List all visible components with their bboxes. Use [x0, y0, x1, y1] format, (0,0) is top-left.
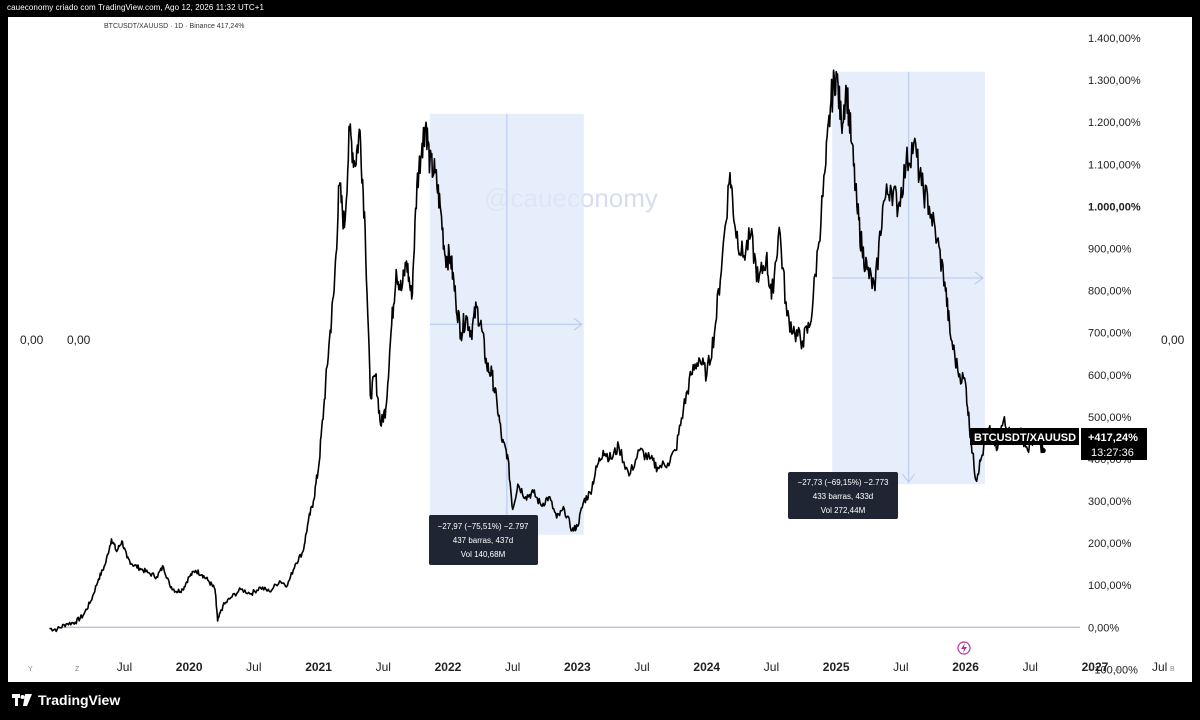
x-tick-label: Jul	[1023, 660, 1038, 674]
tradingview-brand[interactable]: TradingView	[12, 692, 120, 708]
measure-info-2-line1: −27,73 (−69,15%) −2.773	[798, 478, 890, 487]
value-tag: +417,24%	[1088, 432, 1138, 444]
value-tag-bg	[1081, 428, 1147, 460]
y-tick-label: 700,00%	[1088, 328, 1132, 340]
y-tick-label: −100,00%	[1088, 664, 1138, 676]
y-tick-label: 800,00%	[1088, 286, 1132, 298]
measure-down-arrowhead-2	[902, 473, 916, 484]
measure-info-1-line2: 437 barras, 437d	[453, 536, 514, 545]
measure-info-1-bg	[429, 515, 538, 565]
x-tick-label: 2024	[693, 660, 720, 674]
series-line-1[interactable]	[49, 69, 1044, 633]
x-tick-label: 2023	[564, 660, 591, 674]
brand-label: TradingView	[38, 692, 121, 708]
y-tick-label: 300,00%	[1088, 496, 1132, 508]
scale-button-z[interactable]: Z	[75, 666, 80, 673]
measure-right-arrowhead-2	[974, 271, 984, 285]
y-tick-label: 500,00%	[1088, 412, 1132, 424]
y-tick-label: 900,00%	[1088, 243, 1132, 255]
x-tick-label: 2025	[823, 660, 850, 674]
y-tick-label: 600,00%	[1088, 370, 1132, 382]
chart-panel[interactable]: BTCUSDT/XAUUSD · 1D · Binance 417,24% @c…	[8, 17, 1192, 682]
y-tick-label: 1.100,00%	[1088, 159, 1141, 171]
chart-legend: BTCUSDT/XAUUSD · 1D · Binance 417,24%	[104, 23, 244, 30]
attribution-text: caueconomy criado com TradingView.com, A…	[7, 3, 265, 12]
x-tick-label: 2021	[305, 660, 332, 674]
y-tick-label: 0,00%	[1088, 622, 1119, 634]
scale-button-b[interactable]: B	[1170, 666, 1175, 673]
measure-info-2-bg	[788, 472, 898, 519]
x-tick-label: Jul	[505, 660, 520, 674]
symbol-tag-bg	[970, 428, 1079, 445]
y-tick-label: 1.000,00%	[1088, 201, 1141, 213]
y-tick-label: 1.300,00%	[1088, 75, 1141, 87]
scale-button-y[interactable]: Y	[28, 666, 33, 673]
chart-svg[interactable]: BTCUSDT/XAUUSD · 1D · Binance 417,24% @c…	[8, 17, 1192, 682]
side-value-left-a: 0,00	[20, 333, 44, 347]
tradingview-logo-icon	[12, 694, 32, 706]
scale-button-a[interactable]: A	[1115, 666, 1120, 673]
measure-info-2: −27,73 (−69,15%) −2.773 433 barras, 433d…	[788, 472, 898, 519]
measure-info-2-line3: Vol 272,44M	[821, 506, 866, 515]
y-tick-label: 100,00%	[1088, 580, 1132, 592]
x-tick-label: 2022	[435, 660, 462, 674]
measure-info-1: −27,97 (−75,51%) −2.797 437 barras, 437d…	[429, 515, 538, 565]
x-tick-label: 2026	[952, 660, 979, 674]
x-tick-label: Jul	[376, 660, 391, 674]
x-tick-label: Jul	[1152, 660, 1167, 674]
x-tick-label: 2020	[176, 660, 203, 674]
x-tick-label: Jul	[764, 660, 779, 674]
lightning-icon[interactable]	[957, 641, 971, 655]
y-tick-label: 1.400,00%	[1088, 33, 1141, 45]
y-tick-label: 1.200,00%	[1088, 117, 1141, 129]
countdown-tag: 13:27:36	[1091, 447, 1134, 459]
y-tick-label: 200,00%	[1088, 538, 1132, 550]
footer-bar: TradingView	[0, 682, 1200, 720]
last-price-dot	[1040, 447, 1046, 454]
measure-right-arrowhead-1	[573, 317, 583, 331]
measure-info-2-line2: 433 barras, 433d	[813, 492, 874, 501]
symbol-tag: BTCUSDT/XAUUSD	[974, 432, 1076, 444]
x-tick-label: Jul	[893, 660, 908, 674]
measure-info-1-line3: Vol 140,68M	[461, 550, 506, 559]
side-value-left-b: 0,00	[67, 333, 91, 347]
x-tick-label: Jul	[246, 660, 261, 674]
x-tick-label: Jul	[117, 660, 132, 674]
x-tick-label: Jul	[634, 660, 649, 674]
measure-info-1-line1: −27,97 (−75,51%) −2.797	[438, 522, 530, 531]
side-value-right: 0,00	[1161, 333, 1185, 347]
price-label: BTCUSDT/XAUUSD +417,24% 13:27:36	[970, 428, 1147, 460]
x-tick-label: 2027	[1082, 660, 1109, 674]
